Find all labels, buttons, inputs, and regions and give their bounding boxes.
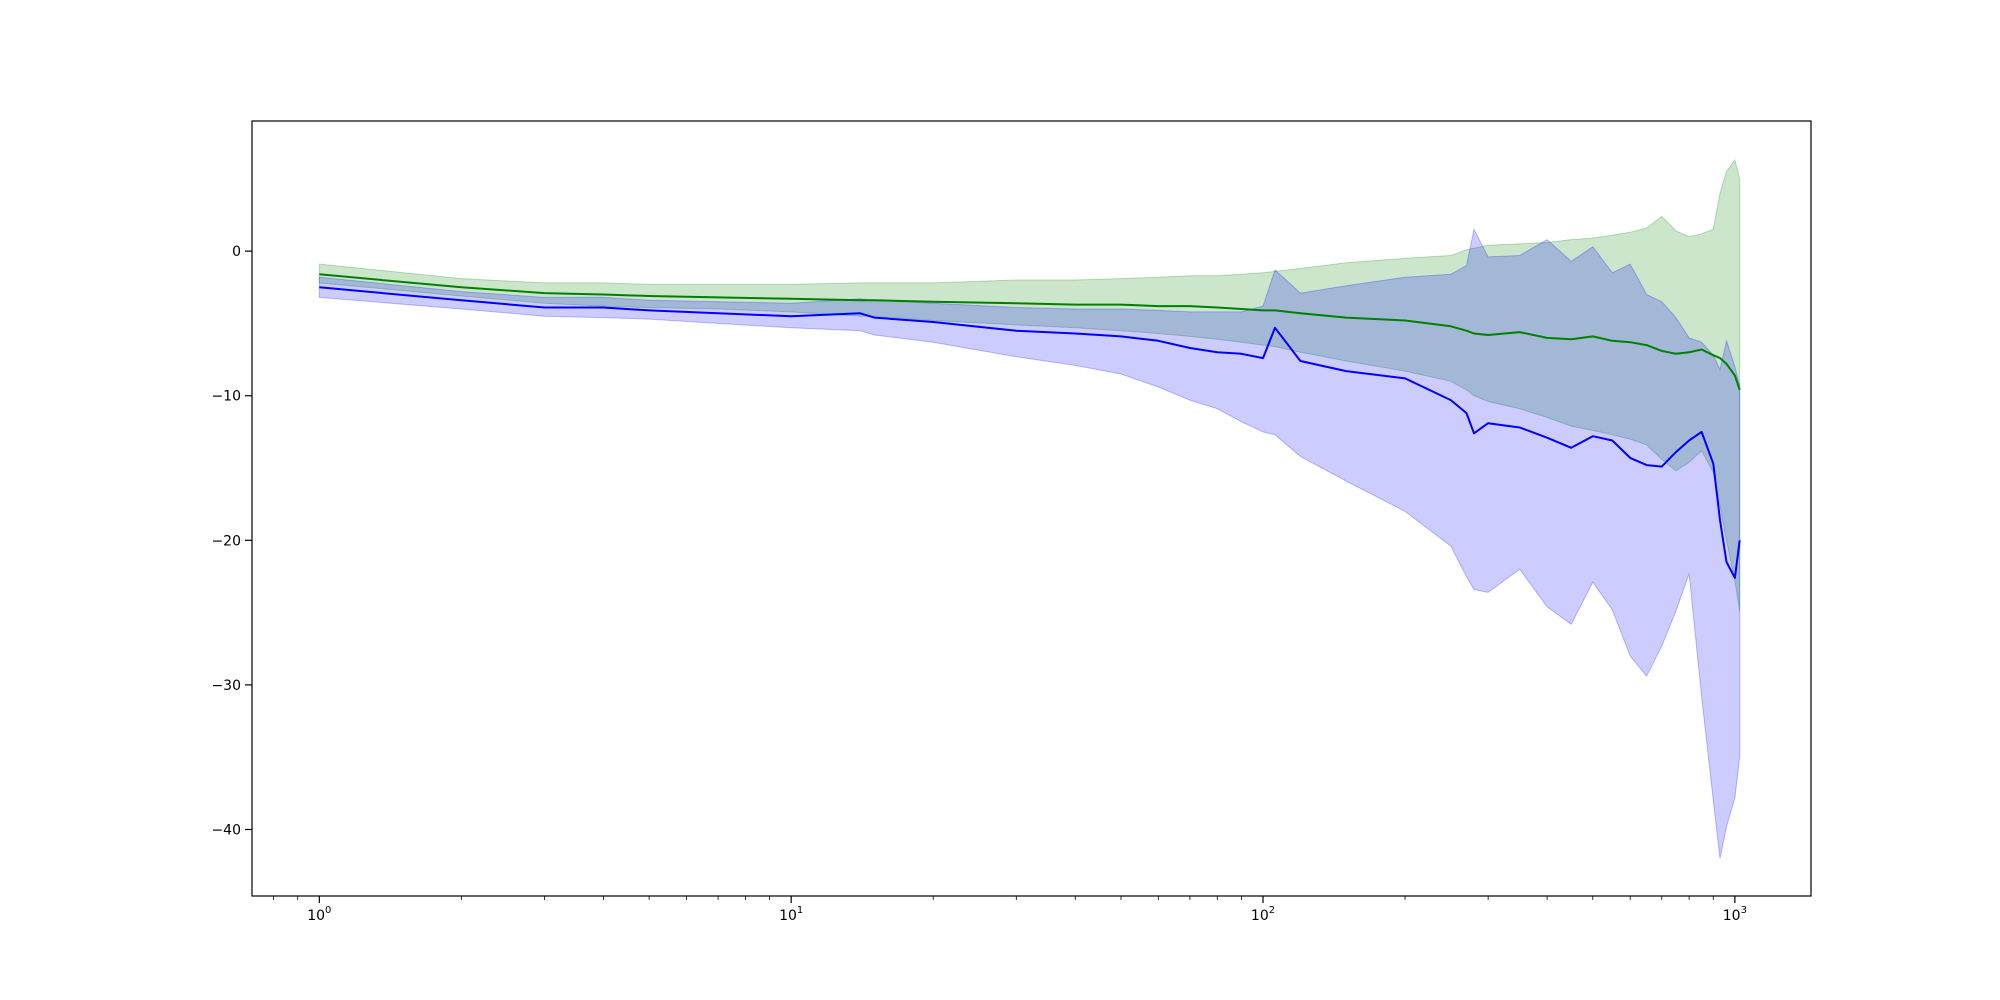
series-1-line xyxy=(319,286,1741,579)
series-lines xyxy=(319,273,1741,579)
x-tick-label: 101 xyxy=(779,905,803,924)
series-0-line xyxy=(319,273,1741,391)
series-1-band xyxy=(318,227,1741,859)
y-tick-label: 0 xyxy=(232,244,241,260)
y-axis: 0 −10 −20 −30 −40 xyxy=(211,244,252,838)
x-tick-label: 102 xyxy=(1251,905,1275,924)
series-0-band xyxy=(318,158,1741,612)
y-tick-label: −40 xyxy=(211,822,241,838)
y-tick-label: −20 xyxy=(211,533,241,549)
x-tick-label: 100 xyxy=(307,905,331,924)
x-tick-label: 103 xyxy=(1723,905,1747,924)
plot-background xyxy=(252,121,1811,896)
y-tick-label: −30 xyxy=(211,678,241,694)
confidence-bands xyxy=(318,158,1741,859)
x-axis: 100 101 102 103 xyxy=(273,896,1747,924)
y-tick-label: −10 xyxy=(211,389,241,405)
plot-frame xyxy=(251,120,1812,897)
